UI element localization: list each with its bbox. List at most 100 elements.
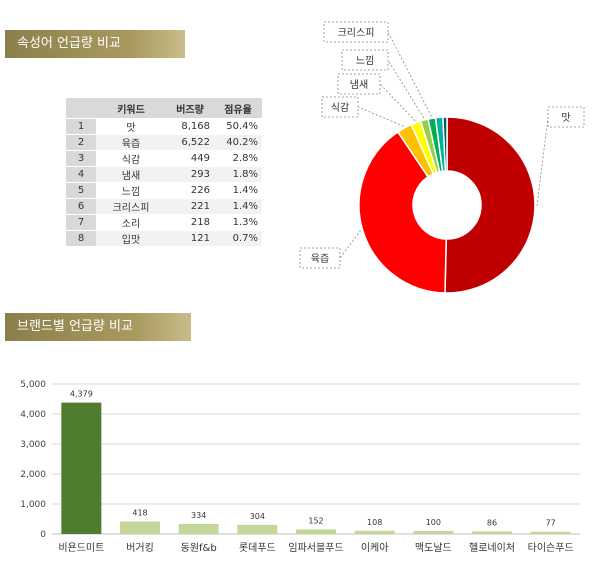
x-category-label: 비욘드미트 [58,542,104,554]
bar-6 [354,530,395,534]
bar-5 [296,529,336,534]
bar-7 [413,531,454,534]
bar-1 [61,402,102,534]
cell-share: 1.8% [214,166,262,183]
bar-data-label: 418 [132,508,147,517]
cell-keyword: 냄새 [96,166,166,183]
cell-share: 50.4% [214,118,262,135]
header-share: 점유율 [214,98,262,119]
y-tick-label: 2,000 [20,470,46,480]
cell-rank: 6 [66,198,96,215]
y-tick-label: 5,000 [20,380,46,390]
x-category-label: 타이슨푸드 [528,542,574,554]
section-banner-attribute: 속성어 언급량 비교 [5,30,185,58]
cell-share: 40.2% [214,134,262,151]
cell-keyword: 느낌 [96,182,166,199]
bar-data-label: 108 [367,518,382,527]
bar-2 [120,521,160,534]
x-category-label: 이케아 [361,542,389,554]
table-row: 8 입맛 121 0.7% [66,230,262,247]
brand-bar-chart: 0 1,000 2,000 3,000 4,000 5,000 4,379 비욘드미트 418 버… [20,380,580,554]
x-category-label: 롯데푸드 [239,542,276,554]
table-row: 1 맛 8,168 50.4% [66,118,262,135]
x-category-label: 헬로네이처 [469,542,515,554]
cell-buzz: 121 [166,230,214,247]
cell-buzz: 6,522 [166,134,214,151]
donut-slice-1 [444,116,536,294]
donut-slice-8 [442,116,448,172]
table-row: 6 크리스피 221 1.4% [66,198,262,215]
bar-3 [178,523,219,534]
table-row: 4 냄새 293 1.8% [66,166,262,183]
y-tick-label: 0 [40,530,46,540]
cell-buzz: 8,168 [166,118,214,135]
bar-data-label: 86 [487,518,497,527]
callout-line [536,116,549,207]
cell-buzz: 226 [166,182,214,199]
callout-label: 크리스피 [338,27,375,39]
cell-rank: 1 [66,118,96,135]
callout-line [357,106,404,127]
bar-data-label: 152 [308,516,323,525]
cell-keyword: 맛 [96,118,166,135]
cell-rank: 7 [66,214,96,231]
cell-keyword: 소리 [96,214,166,231]
cell-share: 1.4% [214,182,262,199]
callout-box [337,73,381,95]
callout-box [321,96,359,118]
bar-4 [237,524,278,534]
bar-9 [530,531,571,534]
callout-line [387,59,425,119]
cell-share: 1.4% [214,198,262,215]
callout-label: 식감 [331,102,349,114]
bar-data-label: 334 [191,511,206,520]
cell-rank: 5 [66,182,96,199]
section-banner-brand: 브랜드별 언급량 비교 [5,313,191,341]
y-tick-label: 1,000 [20,500,46,510]
cell-buzz: 221 [166,198,214,215]
table-header-row: 키워드 버즈량 점유율 [66,98,262,119]
y-tick-label: 3,000 [20,440,46,450]
cell-keyword: 입맛 [96,230,166,247]
header-index [66,98,96,119]
cell-buzz: 293 [166,166,214,183]
cell-rank: 3 [66,150,96,167]
cell-rank: 8 [66,230,96,247]
bar-data-label: 100 [426,518,441,527]
bar-8 [472,531,512,534]
callout-box [323,21,389,43]
x-category-label: 동원f&b [181,542,217,554]
callout-box [299,247,341,269]
cell-rank: 2 [66,134,96,151]
cell-share: 1.3% [214,214,262,231]
cell-keyword: 크리스피 [96,198,166,215]
header-keyword: 키워드 [96,98,166,119]
section-title: 속성어 언급량 비교 [17,36,121,51]
cell-share: 0.7% [214,230,262,247]
callout-box [547,106,585,128]
cell-share: 2.8% [214,150,262,167]
cell-buzz: 218 [166,214,214,231]
cell-rank: 4 [66,166,96,183]
callout-label: 맛 [561,112,570,124]
callout-box [341,49,389,71]
x-category-label: 맥도날드 [415,542,452,554]
bar-data-label: 304 [250,512,265,521]
table-row: 5 느낌 226 1.4% [66,182,262,199]
cell-keyword: 육즙 [96,134,166,151]
callout-line [339,230,361,259]
callout-label: 느낌 [356,55,374,67]
header-buzz: 버즈량 [166,98,214,119]
callout-line [379,83,416,122]
cell-keyword: 식감 [96,150,166,167]
x-category-label: 임파서블푸드 [288,541,343,554]
section-title: 브랜드별 언급량 비교 [17,319,133,334]
keyword-table: 키워드 버즈량 점유율 1 맛 8,168 50.4% 2 육즙 6,522 40.2% 3 식감… [66,98,262,247]
table-row: 3 식감 449 2.8% [66,150,262,167]
x-category-label: 버거킹 [126,542,154,554]
bar-data-label: 77 [546,519,556,528]
table-row: 2 육즙 6,522 40.2% [66,134,262,151]
callout-label: 냄새 [350,79,368,91]
bar-data-label: 4,379 [70,390,93,399]
y-tick-label: 4,000 [20,410,46,420]
